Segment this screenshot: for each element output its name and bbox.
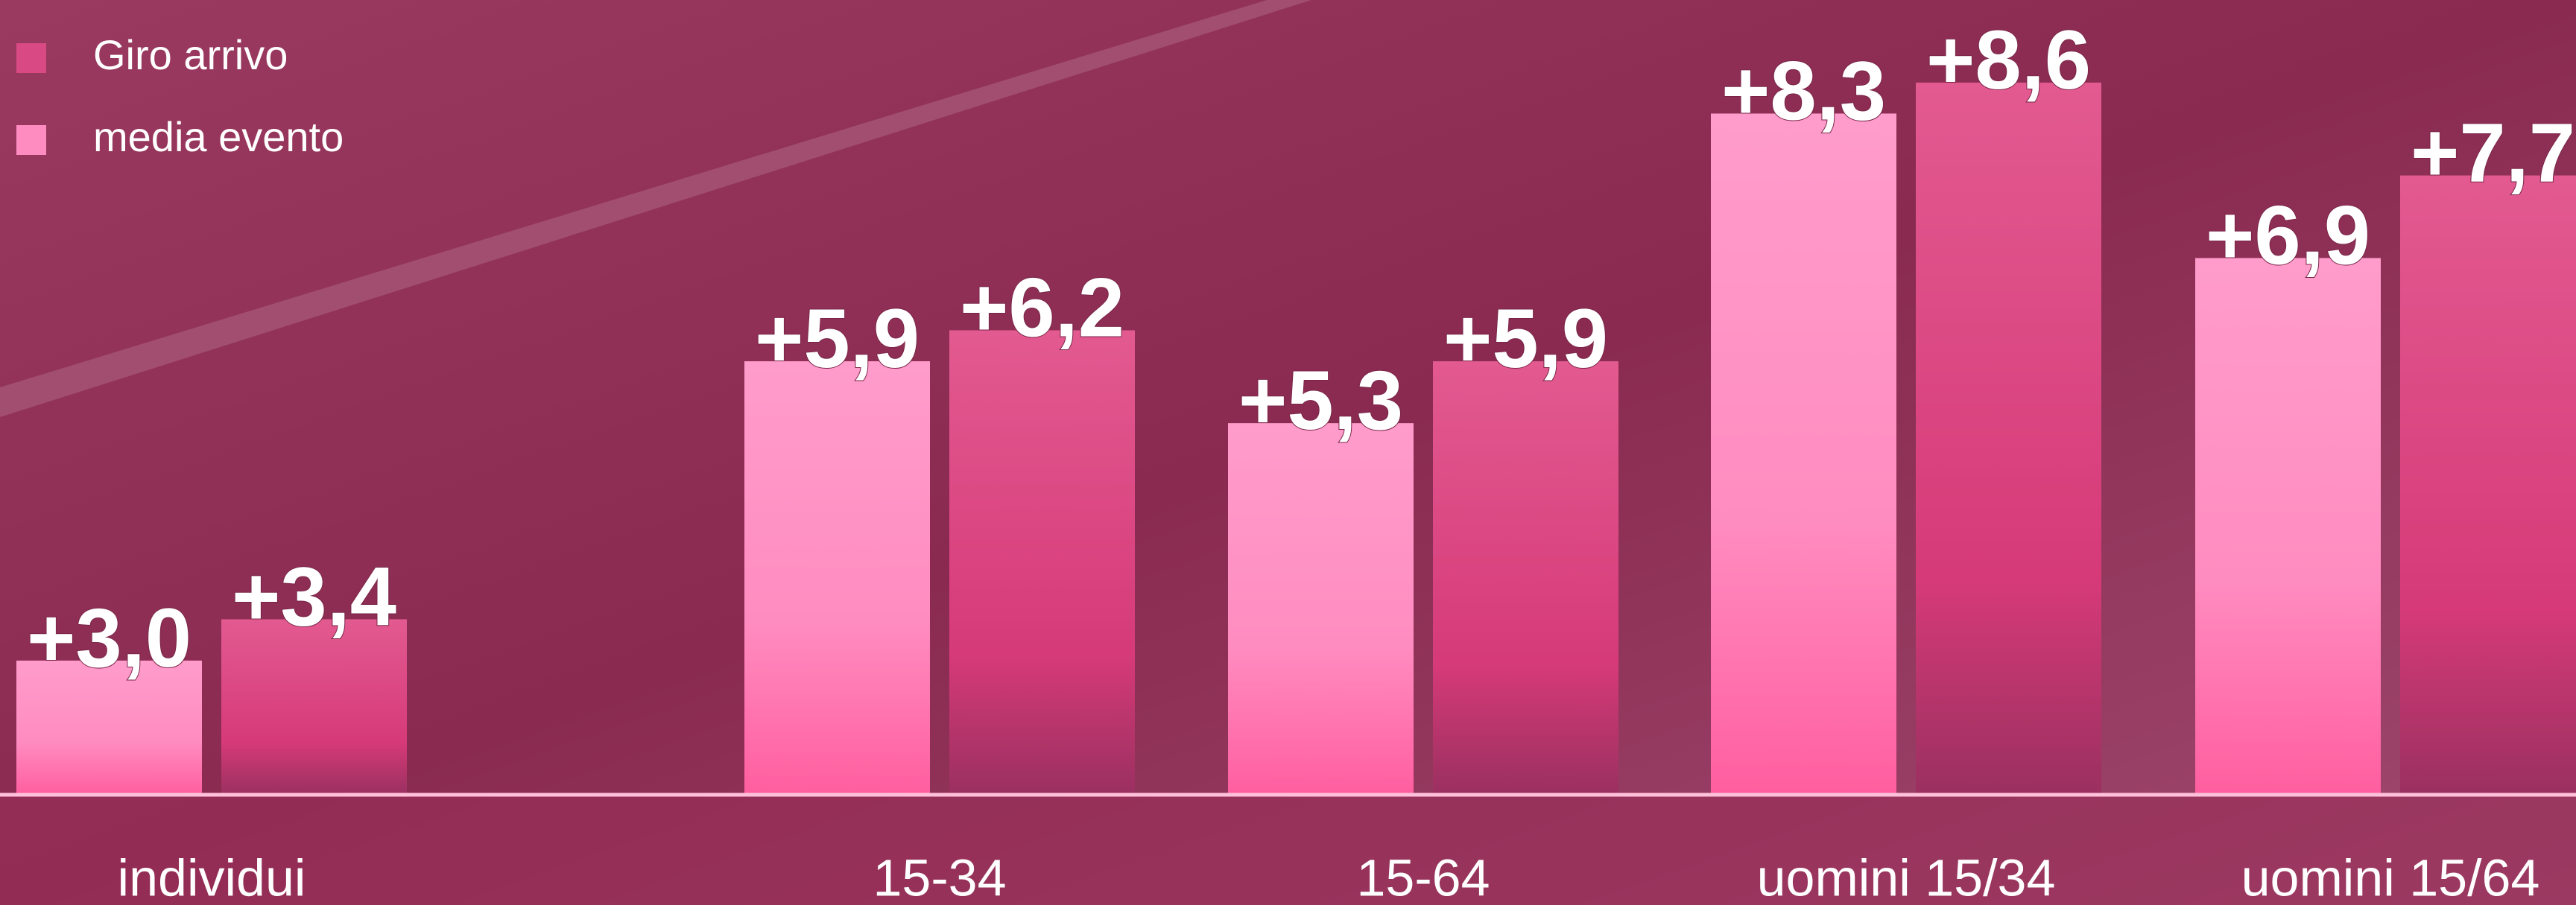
x-tick-label: uomini 15/34 — [1757, 848, 2056, 905]
data-label: +8,3 — [1721, 44, 1886, 137]
x-tick-label: 15-64 — [1356, 848, 1490, 905]
data-label: +7,7 — [2411, 107, 2575, 200]
x-tick-label: uomini 15/64 — [2241, 848, 2540, 905]
bar — [16, 660, 202, 795]
bar — [744, 361, 930, 795]
data-label: +3,0 — [27, 591, 192, 685]
bar — [1228, 423, 1414, 795]
track-line — [0, 0, 1311, 417]
data-label: +3,4 — [232, 550, 396, 643]
bar — [221, 619, 407, 795]
legend-label: media evento — [93, 113, 344, 160]
bar — [2400, 175, 2576, 796]
data-label: +8,6 — [1926, 13, 2091, 107]
x-tick-label: 15-34 — [873, 848, 1006, 905]
bar — [1433, 361, 1618, 795]
bar — [949, 330, 1135, 795]
bar — [1916, 82, 2101, 796]
legend-label: Giro arrivo — [93, 31, 288, 78]
bar — [1711, 113, 1896, 795]
data-label: +6,9 — [2206, 188, 2370, 282]
legend-swatch — [16, 125, 46, 155]
legend-swatch — [16, 43, 46, 73]
data-label: +6,2 — [960, 261, 1124, 354]
bar — [2195, 258, 2381, 795]
data-label: +5,9 — [1443, 292, 1608, 385]
x-tick-label: individui — [118, 848, 306, 905]
footer-band — [0, 795, 2576, 905]
data-label: +5,3 — [1238, 354, 1403, 447]
data-label: +5,9 — [755, 292, 920, 385]
